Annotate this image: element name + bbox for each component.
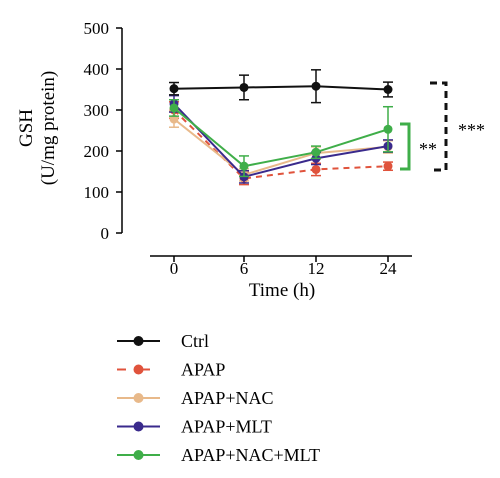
- y-tick-label: 500: [84, 19, 110, 38]
- significance-label-double-star: **: [419, 139, 437, 159]
- legend-swatch-marker: [133, 336, 144, 346]
- legend-label: APAP+NAC: [181, 388, 274, 408]
- legend-swatch-marker: [133, 421, 144, 432]
- data-point: [311, 81, 321, 91]
- data-point: [169, 84, 179, 94]
- data-point: [169, 103, 179, 113]
- legend-label: APAP+NAC+MLT: [181, 445, 320, 465]
- legend-swatch-marker: [133, 364, 144, 375]
- legend-item: APAP: [117, 360, 225, 380]
- significance-label-triple-star: ***: [458, 120, 485, 140]
- data-point: [311, 164, 321, 174]
- y-axis-title-line2: (U/mg protein): [38, 71, 59, 186]
- y-tick-label: 0: [101, 224, 110, 243]
- series-line: [173, 118, 389, 176]
- series-apap-nac: [169, 110, 393, 182]
- x-tick-label: 0: [170, 259, 179, 278]
- significance-bracket-green: [400, 122, 411, 171]
- x-axis-title: Time (h): [249, 280, 315, 301]
- series-layer: [169, 69, 393, 186]
- legend-label: Ctrl: [181, 331, 209, 351]
- legend-swatch-marker: [133, 450, 144, 460]
- legend: Ctrl APAP APAP+NAC APAP+MLT APAP+NAC+MLT: [117, 331, 320, 465]
- y-axis-title-line1: GSH: [16, 109, 37, 147]
- x-tick-label: 12: [308, 259, 325, 278]
- axes: [116, 27, 412, 262]
- series-line: [173, 103, 389, 178]
- significance-annotations: ** ***: [400, 81, 485, 172]
- series-line: [173, 109, 389, 180]
- series-apap: [169, 101, 393, 186]
- series-ctrl: [169, 69, 393, 104]
- y-tick-label: 200: [84, 142, 110, 161]
- data-point: [239, 82, 249, 92]
- data-point: [383, 85, 393, 94]
- y-tick-label: 100: [84, 183, 110, 202]
- legend-label: APAP: [181, 360, 225, 380]
- data-point: [311, 147, 321, 157]
- data-point: [383, 161, 393, 171]
- legend-item: APAP+MLT: [117, 417, 272, 437]
- legend-item: APAP+NAC+MLT: [117, 445, 320, 465]
- series-apap-nac-mlt: [169, 99, 393, 178]
- x-tick-label: 24: [380, 259, 398, 278]
- data-point: [383, 124, 393, 134]
- series-line: [173, 107, 389, 168]
- y-tick-label: 400: [84, 60, 110, 79]
- significance-bracket-black: [430, 81, 448, 172]
- legend-label: APAP+MLT: [181, 417, 272, 437]
- tick-labels: 0 100 200 300 400 500 0 6 12 24: [84, 19, 398, 278]
- x-tick-label: 6: [240, 259, 249, 278]
- data-point: [239, 161, 249, 171]
- legend-item: Ctrl: [117, 331, 209, 351]
- series-line: [173, 85, 389, 91]
- legend-swatch-marker: [133, 393, 144, 403]
- y-tick-label: 300: [84, 101, 110, 120]
- legend-item: APAP+NAC: [117, 388, 274, 408]
